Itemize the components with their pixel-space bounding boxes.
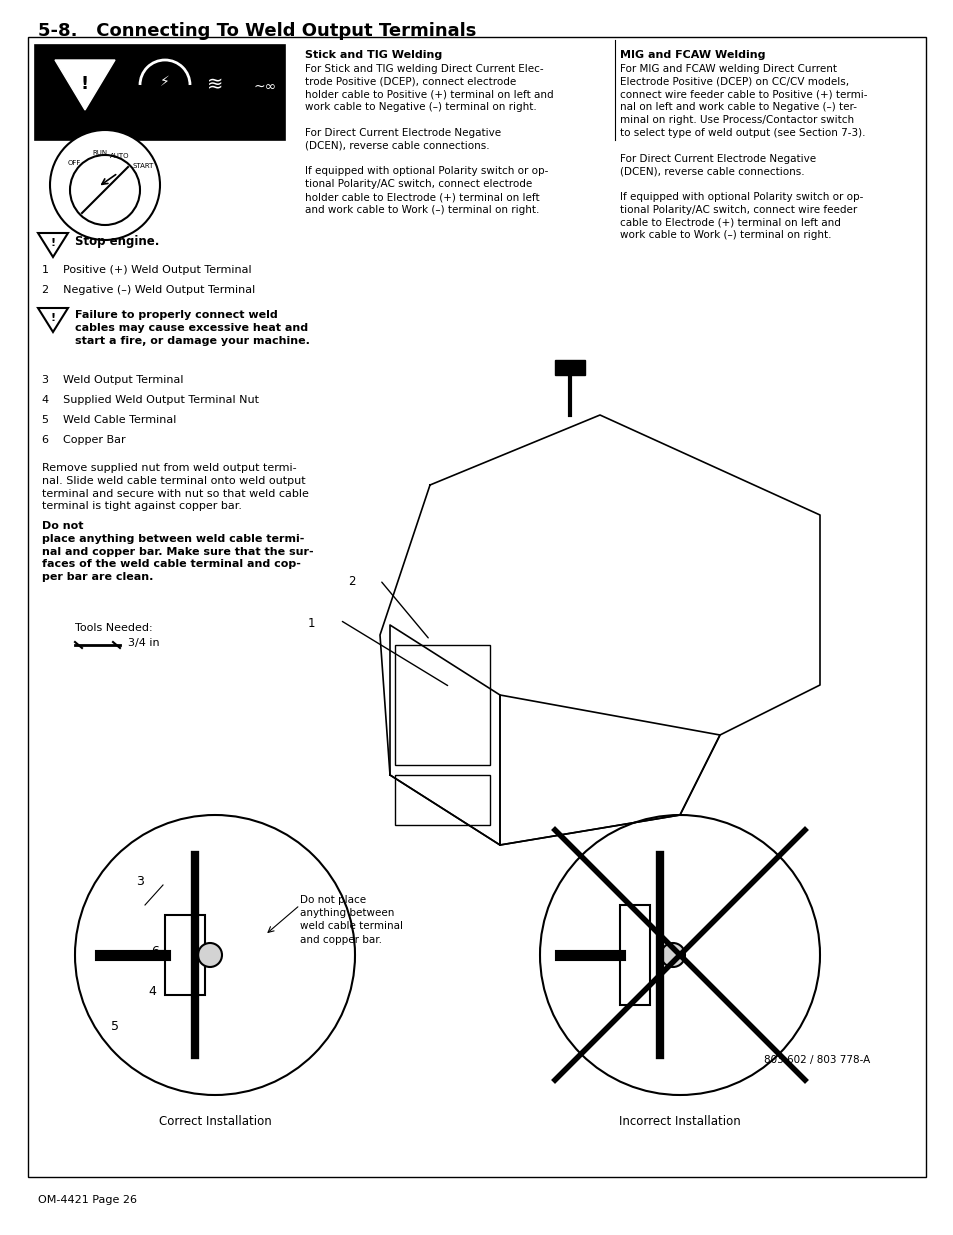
Text: For MIG and FCAW welding Direct Current
Electrode Positive (DCEP) on CC/CV model: For MIG and FCAW welding Direct Current … <box>619 64 866 241</box>
Text: 5: 5 <box>111 1020 119 1032</box>
Text: Stop engine.: Stop engine. <box>75 235 159 248</box>
Text: 6: 6 <box>151 945 159 958</box>
Text: Tools Needed:: Tools Needed: <box>75 622 152 634</box>
Bar <box>35 44 285 140</box>
Bar <box>395 776 490 825</box>
Circle shape <box>660 944 684 967</box>
Text: 1: 1 <box>307 618 314 630</box>
Text: Correct Installation: Correct Installation <box>158 1115 271 1128</box>
Text: Do not
place anything between weld cable termi-
nal and copper bar. Make sure th: Do not place anything between weld cable… <box>42 521 314 582</box>
Text: 2: 2 <box>348 576 355 588</box>
Text: For Stick and TIG welding Direct Current Elec-
trode Positive (DCEP), connect el: For Stick and TIG welding Direct Current… <box>305 64 553 215</box>
Text: 3    Weld Output Terminal: 3 Weld Output Terminal <box>42 375 183 385</box>
Text: MIG and FCAW Welding: MIG and FCAW Welding <box>619 49 764 61</box>
Text: AUTO: AUTO <box>111 153 130 159</box>
Text: !: ! <box>51 312 55 324</box>
Bar <box>165 915 205 995</box>
Circle shape <box>75 815 355 1095</box>
Text: 4: 4 <box>148 986 155 998</box>
Circle shape <box>539 815 820 1095</box>
Text: OM-4421 Page 26: OM-4421 Page 26 <box>38 1195 137 1205</box>
Circle shape <box>50 130 160 240</box>
Text: Remove supplied nut from weld output termi-
nal. Slide weld cable terminal onto : Remove supplied nut from weld output ter… <box>42 463 309 511</box>
Text: 3: 3 <box>136 876 144 888</box>
Text: 6    Copper Bar: 6 Copper Bar <box>42 435 126 445</box>
Text: START: START <box>132 163 153 169</box>
Bar <box>555 359 584 375</box>
Text: 5    Weld Cable Terminal: 5 Weld Cable Terminal <box>42 415 176 425</box>
Text: Stick and TIG Welding: Stick and TIG Welding <box>305 49 442 61</box>
Circle shape <box>198 944 222 967</box>
Polygon shape <box>38 308 68 332</box>
Text: !: ! <box>51 238 55 248</box>
Circle shape <box>70 156 140 225</box>
Text: 4    Supplied Weld Output Terminal Nut: 4 Supplied Weld Output Terminal Nut <box>42 395 258 405</box>
Polygon shape <box>38 233 68 257</box>
Text: Do not place
anything between
weld cable terminal
and copper bar.: Do not place anything between weld cable… <box>299 895 402 945</box>
Bar <box>619 905 649 1005</box>
Polygon shape <box>55 61 115 110</box>
Text: ⚡: ⚡ <box>160 75 170 89</box>
Text: 3/4 in: 3/4 in <box>128 638 159 648</box>
Text: !: ! <box>81 75 89 93</box>
Text: ~∞: ~∞ <box>253 80 276 94</box>
Text: OFF: OFF <box>68 161 81 165</box>
Text: RUN: RUN <box>92 149 108 156</box>
Text: 803 602 / 803 778-A: 803 602 / 803 778-A <box>763 1055 869 1065</box>
Text: 1    Positive (+) Weld Output Terminal: 1 Positive (+) Weld Output Terminal <box>42 266 252 275</box>
Text: 2    Negative (–) Weld Output Terminal: 2 Negative (–) Weld Output Terminal <box>42 285 255 295</box>
Text: ≋: ≋ <box>207 75 223 94</box>
Bar <box>395 645 490 764</box>
Text: Failure to properly connect weld
cables may cause excessive heat and
start a fir: Failure to properly connect weld cables … <box>75 310 310 346</box>
Text: Incorrect Installation: Incorrect Installation <box>618 1115 740 1128</box>
Text: 5-8.   Connecting To Weld Output Terminals: 5-8. Connecting To Weld Output Terminals <box>38 22 476 40</box>
